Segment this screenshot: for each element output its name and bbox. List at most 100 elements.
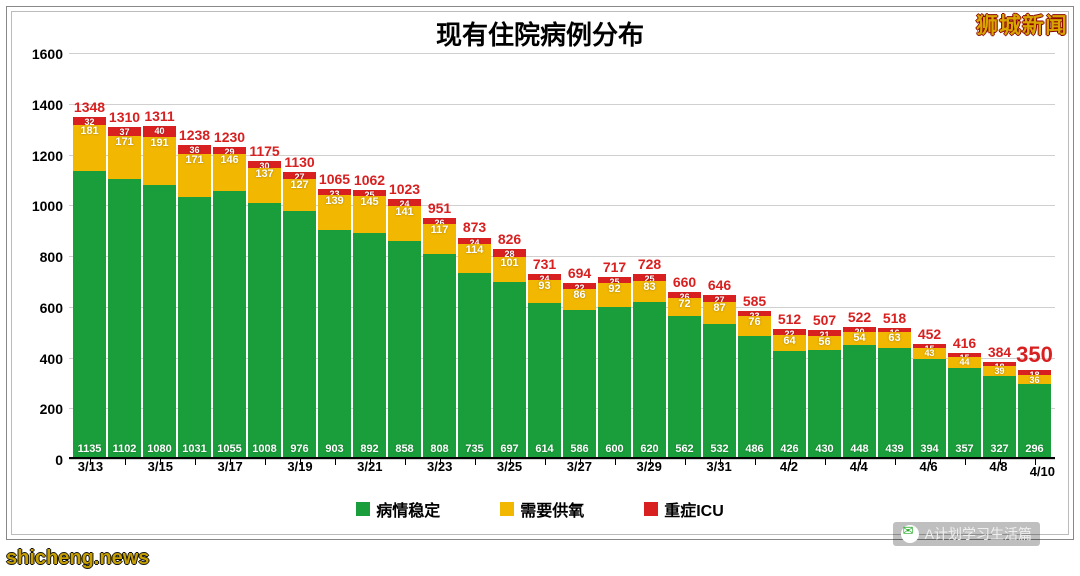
bar-column: 2787532646 <box>703 53 736 459</box>
bar-column: 26117808951 <box>423 53 456 459</box>
bar-segment-label: 40 <box>154 126 164 136</box>
bar-total-label: 1348 <box>74 99 105 115</box>
bar-segment-label: 486 <box>745 443 763 455</box>
bar-segment-label: 56 <box>818 336 830 348</box>
bar-column: 271279761130 <box>283 53 316 459</box>
x-tick-slot <box>457 459 492 479</box>
x-tick-slot <box>597 459 632 479</box>
bar-segment-stable: 448 <box>843 345 876 459</box>
bar-segment-label: 72 <box>678 298 690 310</box>
bar-segment-oxygen: 93 <box>528 280 561 304</box>
bar-segment-label: 532 <box>710 443 728 455</box>
bar-segment-oxygen: 181 <box>73 125 106 171</box>
bar-segment-label: 858 <box>395 443 413 455</box>
bar-column: 4019110801311 <box>143 53 176 459</box>
bar-segment-stable: 532 <box>703 324 736 459</box>
bar-total-label: 1310 <box>109 109 140 125</box>
y-tick-label: 1200 <box>32 148 69 164</box>
x-tick-label: 3/13 <box>78 459 103 474</box>
bar-total-label: 512 <box>778 311 801 327</box>
bar-column: 28101697826 <box>493 53 526 459</box>
bar-total-label: 1238 <box>179 127 210 143</box>
x-tick-slot <box>178 459 213 479</box>
bar-segment-stable: 614 <box>528 303 561 459</box>
bar-segment-label: 137 <box>255 168 273 180</box>
bar-segment-label: 430 <box>815 443 833 455</box>
bar-segment-label: 191 <box>150 137 168 149</box>
bar-segment-icu: 37 <box>108 127 141 136</box>
bar-segment-icu: 26 <box>423 218 456 225</box>
x-tick-slot <box>108 459 143 479</box>
bar-segment-stable: 439 <box>878 348 911 459</box>
bar-segment-label: 892 <box>360 443 378 455</box>
bar-segment-stable: 296 <box>1018 384 1051 459</box>
bar-segment-stable: 808 <box>423 254 456 459</box>
bar-segment-label: 54 <box>853 332 865 344</box>
bar-column: 2583620728 <box>633 53 666 459</box>
bar-segment-label: 83 <box>643 281 655 293</box>
bar-segment-stable: 892 <box>353 233 386 459</box>
bar-segment-label: 145 <box>360 196 378 208</box>
bar-column: 2493614731 <box>528 53 561 459</box>
x-tick-label: 3/23 <box>427 459 452 474</box>
y-tick-label: 1600 <box>32 46 69 62</box>
x-tick-label: 4/8 <box>989 459 1007 474</box>
bar-segment-label: 735 <box>465 443 483 455</box>
bar-segment-stable: 600 <box>598 307 631 459</box>
bar-segment-label: 141 <box>395 206 413 218</box>
bar-segment-label: 92 <box>608 283 620 295</box>
x-tick-slot <box>667 459 702 479</box>
legend-item-stable: 病情稳定 <box>356 497 440 521</box>
bar-segment-label: 448 <box>850 443 868 455</box>
x-tick-label: 3/31 <box>706 459 731 474</box>
x-tick-label: 4/2 <box>780 459 798 474</box>
bar-segment-label: 327 <box>990 443 1008 455</box>
bar-total-label: 951 <box>428 200 451 216</box>
bar-segment-icu: 27 <box>283 172 316 179</box>
bar-total-label: 585 <box>743 293 766 309</box>
y-tick-label: 200 <box>40 401 69 417</box>
bar-segment-icu: 28 <box>493 249 526 256</box>
bar-segment-stable: 1031 <box>178 197 211 459</box>
bar-segment-stable: 903 <box>318 230 351 459</box>
bar-segment-label: 296 <box>1025 443 1043 455</box>
bar-segment-stable: 430 <box>808 350 841 459</box>
y-tick-label: 800 <box>40 249 69 265</box>
bar-total-label: 416 <box>953 335 976 351</box>
legend-label: 重症ICU <box>664 497 724 521</box>
bar-total-label: 1175 <box>249 143 279 159</box>
bar-column: 1663439518 <box>878 53 911 459</box>
bar-column: 2376486585 <box>738 53 771 459</box>
bar-column: 2592600717 <box>598 53 631 459</box>
bar-column: 1839327384 <box>983 53 1016 459</box>
wechat-badge: A计划学习生活篇 <box>893 522 1040 546</box>
bar-segment-label: 139 <box>325 195 343 207</box>
bar-segment-label: 600 <box>605 443 623 455</box>
bar-segment-label: 63 <box>888 332 900 344</box>
wechat-label: A计划学习生活篇 <box>925 524 1032 544</box>
x-tick-label: 3/21 <box>357 459 382 474</box>
bar-segment-oxygen: 36 <box>1018 375 1051 384</box>
bar-segment-oxygen: 114 <box>458 244 491 273</box>
bar-segment-stable: 620 <box>633 302 666 459</box>
bar-segment-label: 171 <box>115 136 133 148</box>
bar-total-label: 826 <box>498 231 521 247</box>
x-tick-label: 4/6 <box>920 459 938 474</box>
bar-segment-label: 1080 <box>147 443 171 455</box>
bar-segment-label: 87 <box>713 302 725 314</box>
legend-label: 需要供氧 <box>520 497 584 521</box>
bar-column: 2914610551230 <box>213 53 246 459</box>
y-tick-label: 600 <box>40 300 69 316</box>
bar-segment-label: 976 <box>290 443 308 455</box>
x-tick-slot: 4/6 <box>911 459 946 479</box>
bar-segment-oxygen: 63 <box>878 332 911 348</box>
x-tick-slot: 3/25 <box>492 459 527 479</box>
bar-segment-oxygen: 146 <box>213 154 246 191</box>
bar-segment-oxygen: 54 <box>843 332 876 346</box>
bar-total-label: 1230 <box>214 129 245 145</box>
x-tick-slot: 3/29 <box>632 459 667 479</box>
bar-column: 3013710081175 <box>248 53 281 459</box>
bar-segment-label: 101 <box>500 257 518 269</box>
legend-label: 病情稳定 <box>376 497 440 521</box>
bar-segment-label: 562 <box>675 443 693 455</box>
